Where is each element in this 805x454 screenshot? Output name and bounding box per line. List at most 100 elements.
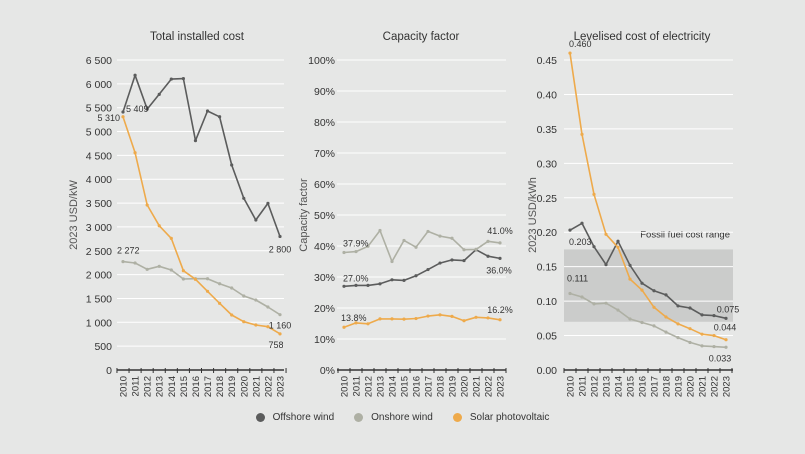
data-label-onshore: 41.0% — [487, 226, 513, 236]
data-label-solar: 5 310 — [97, 113, 120, 123]
data-point-onshore — [366, 244, 370, 248]
data-point-onshore — [568, 291, 572, 296]
data-point-onshore — [181, 277, 185, 281]
legend-marker-solar — [452, 413, 462, 422]
data-point-solar — [592, 192, 596, 196]
data-point-offshore — [652, 289, 656, 293]
data-point-onshore — [354, 249, 358, 254]
y-tick-label: 80% — [314, 117, 335, 129]
data-point-onshore — [640, 320, 644, 325]
x-tick-label: 2012 — [364, 376, 375, 397]
x-tick-label: 2021 — [698, 376, 709, 397]
x-tick-label: 2020 — [239, 376, 250, 397]
data-point-solar — [724, 338, 728, 342]
data-point-offshore — [193, 139, 198, 143]
x-tick-label: 2016 — [412, 376, 423, 397]
data-point-offshore — [580, 221, 584, 225]
x-tick-label: 2021 — [472, 376, 483, 397]
data-label-offshore: 36.0% — [486, 265, 512, 275]
y-tick-label: 0.00 — [537, 365, 558, 377]
chart-title-0: Total installed cost — [150, 31, 245, 43]
data-label-solar: 16.2% — [487, 305, 513, 315]
data-label-onshore: 0.033 — [709, 353, 732, 363]
x-tick-label: 2013 — [155, 376, 166, 397]
data-point-offshore — [169, 77, 173, 81]
fossil-fuel-cost-band — [564, 249, 733, 322]
data-point-onshore — [700, 344, 704, 348]
y-tick-label: 500 — [94, 341, 112, 353]
x-tick-label: 2017 — [203, 376, 214, 397]
data-point-solar — [664, 315, 668, 319]
y-tick-label: 0.35 — [537, 124, 558, 136]
data-point-onshore — [498, 241, 502, 245]
y-tick-label: 60% — [314, 179, 335, 191]
data-point-solar — [242, 320, 246, 324]
data-point-solar — [462, 319, 466, 323]
x-tick-label: 2011 — [352, 376, 363, 396]
y-tick-label: 0.20 — [537, 227, 558, 239]
chart-title-2: Levelised cost of electricity — [574, 31, 711, 43]
data-label-solar: 13.8% — [341, 313, 367, 323]
data-point-onshore — [266, 305, 270, 309]
x-tick-label: 2013 — [376, 376, 387, 397]
y-tick-label: 6 000 — [86, 79, 112, 91]
y-tick-label: 0.25 — [537, 193, 558, 205]
data-point-offshore — [366, 283, 370, 287]
y-tick-label: 3 000 — [86, 222, 112, 234]
data-point-solar — [450, 314, 454, 318]
data-point-onshore — [121, 260, 125, 264]
y-tick-label: 30% — [314, 272, 335, 284]
data-point-onshore — [157, 264, 161, 268]
x-tick-label: 2018 — [662, 376, 673, 397]
data-point-solar — [266, 325, 270, 329]
y-tick-label: 3 500 — [86, 198, 112, 210]
data-point-offshore — [133, 73, 137, 77]
legend-item-solar: Solar photovoltaic — [452, 412, 549, 423]
data-point-onshore — [592, 302, 596, 306]
data-point-offshore — [486, 254, 490, 258]
data-point-onshore — [486, 239, 490, 243]
data-point-onshore — [230, 286, 234, 290]
series-line-solar — [343, 313, 501, 328]
y-tick-label: 0 — [106, 365, 112, 377]
data-label-offshore: 2 800 — [269, 244, 292, 254]
data-point-solar — [157, 224, 161, 228]
x-tick-label: 2013 — [602, 376, 613, 397]
y-tick-label: 0.40 — [537, 89, 558, 101]
data-point-solar — [254, 323, 258, 327]
data-point-offshore — [266, 201, 270, 205]
x-tick-label: 2017 — [424, 376, 435, 397]
data-point-offshore — [498, 256, 502, 260]
y-axis-title-1: Capacity factor — [298, 178, 310, 252]
y-tick-label: 0% — [320, 365, 335, 377]
y-tick-label: 4 000 — [86, 174, 112, 186]
data-point-onshore — [218, 282, 222, 286]
data-point-solar — [390, 317, 394, 321]
y-tick-label: 2 000 — [86, 270, 112, 282]
chart-title-1: Capacity factor — [383, 31, 460, 43]
data-label-offshore: 0.075 — [717, 304, 740, 314]
data-point-onshore — [205, 277, 210, 281]
series-line-offshore — [122, 74, 281, 237]
data-label-onshore: 2 272 — [117, 246, 140, 256]
x-tick-label: 2011 — [131, 376, 142, 396]
x-tick-label: 2019 — [448, 376, 459, 397]
legend-label-onshore: Onshore wind — [371, 412, 433, 423]
series-line-solar — [122, 116, 281, 335]
x-tick-label: 2020 — [686, 376, 697, 397]
data-point-solar — [426, 314, 430, 318]
y-tick-label: 1 000 — [86, 317, 112, 329]
data-point-solar — [676, 322, 680, 326]
data-point-offshore — [616, 239, 620, 243]
data-point-solar — [181, 269, 185, 273]
data-point-onshore — [724, 345, 728, 349]
data-point-solar — [218, 301, 222, 305]
data-point-offshore — [205, 109, 210, 113]
series-line-onshore — [343, 229, 501, 263]
data-point-offshore — [592, 245, 596, 249]
data-label-offshore: 0.203 — [569, 237, 592, 247]
series-line-onshore — [569, 292, 727, 349]
data-point-solar — [414, 316, 418, 321]
data-point-onshore — [169, 268, 173, 272]
data-label-onshore: 37.9% — [343, 239, 369, 249]
